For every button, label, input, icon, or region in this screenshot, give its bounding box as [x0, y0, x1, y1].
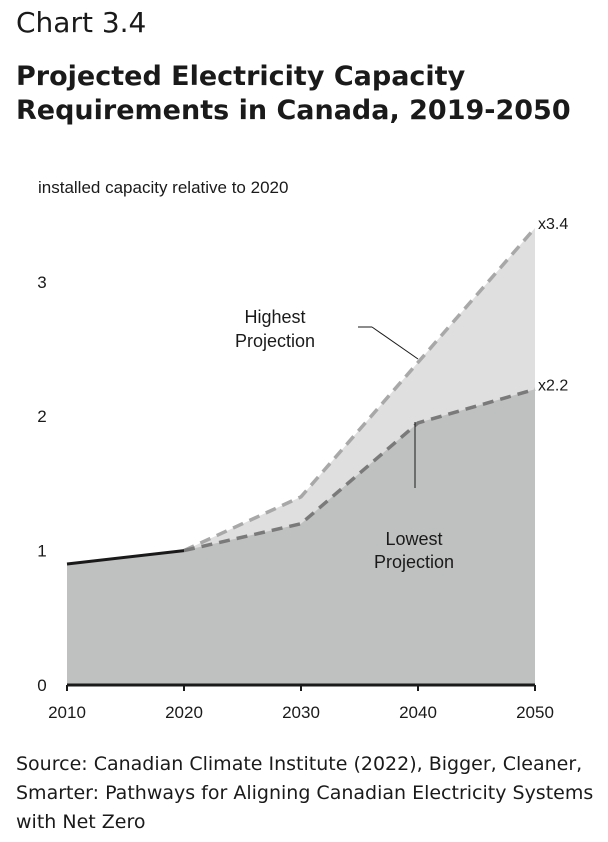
lowest-label-line2: Projection — [374, 552, 454, 572]
y-axis-label: installed capacity relative to 2020 — [38, 178, 288, 197]
highest-label-line1: Highest — [244, 307, 305, 327]
x-tick-label-2010: 2010 — [48, 703, 86, 722]
chart-areas — [67, 228, 535, 685]
chart-title-line2: Requirements in Canada, 2019-2050 — [16, 95, 571, 126]
y-tick-label-2: 2 — [37, 407, 46, 426]
area-chart: installed capacity relative to 2020 x3.4… — [37, 178, 568, 722]
chart-title-line1: Projected Electricity Capacity — [16, 61, 466, 92]
end-label-highest: x3.4 — [538, 216, 568, 233]
y-tick-label-1: 1 — [37, 542, 46, 561]
area-lowest — [67, 389, 535, 685]
line-historical — [66, 549, 185, 566]
chart-lines: x3.4 x2.2 — [66, 216, 568, 566]
chart-title: Projected Electricity Capacity Requireme… — [16, 60, 606, 128]
x-tick-label-2050: 2050 — [516, 703, 554, 722]
y-tick-label-3: 3 — [37, 273, 46, 292]
y-tick-label-0: 0 — [37, 676, 46, 695]
source-line3: with Net Zero — [16, 811, 146, 833]
chart-annotations: Highest Projection Lowest Projection — [235, 307, 454, 572]
source-line1: Source: Canadian Climate Institute (2022… — [16, 753, 583, 775]
end-label-lowest: x2.2 — [538, 377, 568, 394]
line-highest — [183, 226, 537, 553]
source-line2: Smarter: Pathways for Aligning Canadian … — [16, 782, 594, 804]
chart-number: Chart 3.4 — [16, 6, 147, 39]
chart-axes: 2010 2020 2030 2040 2050 0 1 2 3 — [37, 273, 554, 722]
lowest-label-line1: Lowest — [385, 529, 442, 549]
x-tick-label-2020: 2020 — [165, 703, 203, 722]
highest-label-line2: Projection — [235, 331, 315, 351]
highest-leader-diagonal — [371, 326, 419, 360]
source-note: Source: Canadian Climate Institute (2022… — [16, 750, 606, 837]
x-tick-label-2040: 2040 — [399, 703, 437, 722]
line-lowest — [183, 387, 536, 553]
x-tick-label-2030: 2030 — [282, 703, 320, 722]
